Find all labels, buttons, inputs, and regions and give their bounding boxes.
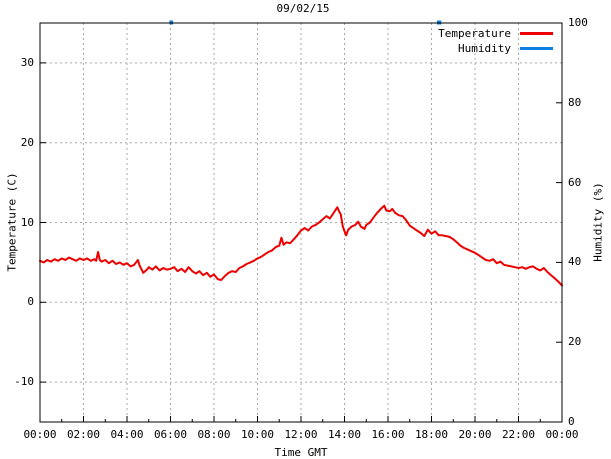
x-tick-label: 02:00 [66,428,101,441]
legend-label-temperature: Temperature [438,26,511,40]
temperature-series [39,204,563,287]
y-tick-label: 20 [20,135,34,149]
x-tick-label: 10:00 [240,428,275,441]
y2-tick-label: 80 [568,95,582,109]
x-axis-label: Time GMT [274,446,328,459]
x-tick-label: 12:00 [284,428,318,441]
y-tick-label: 0 [27,295,34,309]
chart-title: 09/02/15 [276,2,330,15]
plot-border [39,22,563,423]
legend: Temperature Humidity [438,26,553,55]
y2-tick-label: 40 [568,255,582,269]
y2-tick-label: 0 [568,415,575,428]
y-tick-label: 10 [20,215,34,229]
x-tick-label: 20:00 [458,428,492,441]
x-tick-label: 22:00 [501,428,536,441]
legend-item-humidity: Humidity [438,41,553,55]
legend-label-humidity: Humidity [458,41,511,55]
humidity-line-sample-icon [520,46,553,50]
x-tick-label: 14:00 [327,428,362,441]
x-tick-label: 04:00 [110,428,144,441]
y-tick-label: -10 [14,375,34,389]
x-tick-label: 18:00 [414,428,449,441]
x-tick-label: 08:00 [197,428,231,441]
y2-tick-label: 100 [568,16,588,29]
x-tick-label: 16:00 [371,428,405,441]
y2-tick-label: 60 [568,175,582,189]
y-tick-label: 30 [20,55,34,69]
y2-axis-label: Humidity (%) [591,182,605,262]
x-tick-label: 00:00 [545,428,579,441]
temperature-line-sample-icon [520,31,553,35]
legend-item-temperature: Temperature [438,26,553,40]
y2-tick-label: 20 [568,335,582,349]
x-tick-label: 00:00 [23,428,57,441]
x-tick-label: 06:00 [153,428,188,441]
